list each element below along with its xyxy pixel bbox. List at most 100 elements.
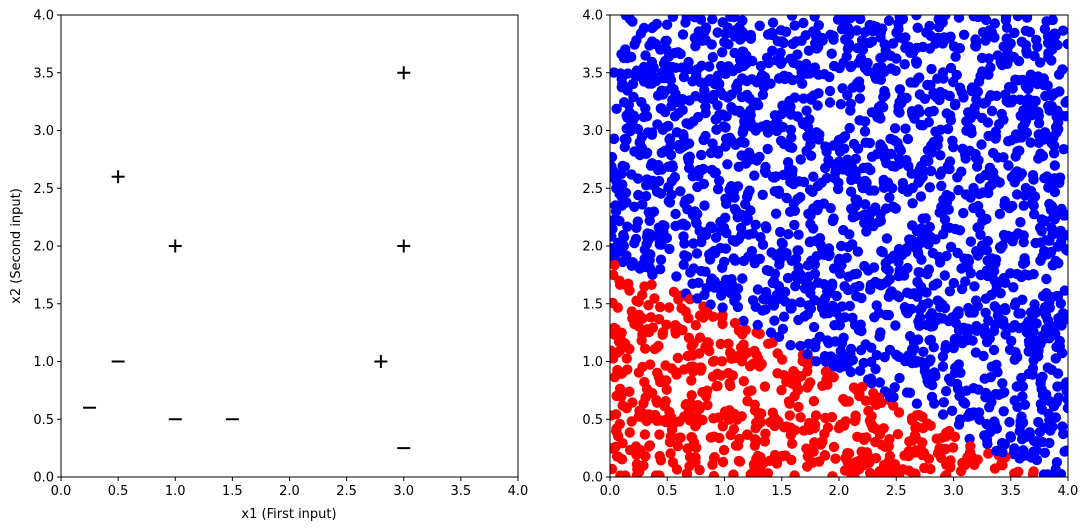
blue-point xyxy=(667,15,679,22)
blue-point xyxy=(767,277,778,289)
blue-point xyxy=(702,76,714,87)
blue-point xyxy=(958,396,969,408)
red-point xyxy=(661,384,672,395)
blue-point xyxy=(792,245,803,256)
blue-point xyxy=(823,337,834,349)
blue-point xyxy=(948,76,959,88)
red-point xyxy=(671,369,682,380)
blue-point xyxy=(878,102,889,113)
blue-point xyxy=(669,111,681,122)
blue-point xyxy=(844,229,855,240)
blue-point xyxy=(785,206,796,217)
blue-point xyxy=(700,101,711,113)
blue-point xyxy=(854,365,866,376)
blue-point xyxy=(1027,170,1039,181)
blue-point xyxy=(802,348,813,360)
y-tick-label: 1.5 xyxy=(33,297,54,312)
blue-point xyxy=(939,270,950,281)
y-tick-label: 2.5 xyxy=(33,182,54,197)
blue-point xyxy=(805,236,816,247)
blue-point xyxy=(613,246,624,258)
red-point xyxy=(645,312,657,323)
blue-point xyxy=(952,247,963,259)
red-point xyxy=(883,462,894,473)
blue-point xyxy=(769,268,781,280)
red-point xyxy=(828,441,840,453)
blue-point xyxy=(1012,15,1024,22)
blue-point xyxy=(887,38,899,49)
blue-point xyxy=(1015,217,1026,228)
blue-point xyxy=(997,378,1008,389)
blue-point xyxy=(941,222,952,233)
blue-point xyxy=(682,251,693,262)
blue-point xyxy=(935,169,946,180)
red-point xyxy=(665,448,676,459)
blue-point xyxy=(971,320,982,332)
blue-point xyxy=(808,321,820,333)
blue-point xyxy=(953,184,964,196)
blue-point xyxy=(800,30,811,41)
red-point xyxy=(808,395,820,407)
blue-point xyxy=(897,177,909,189)
blue-point xyxy=(620,187,632,198)
blue-point xyxy=(922,145,934,156)
blue-point xyxy=(1004,344,1016,355)
blue-point xyxy=(948,41,960,52)
blue-point xyxy=(926,63,937,75)
plus-marker xyxy=(168,239,182,253)
blue-point xyxy=(956,263,967,274)
blue-point xyxy=(840,34,851,45)
blue-point xyxy=(847,212,858,223)
blue-point xyxy=(986,179,998,190)
red-point xyxy=(637,361,648,373)
blue-point xyxy=(837,83,848,94)
blue-point xyxy=(668,83,679,95)
blue-point xyxy=(958,207,969,219)
blue-point xyxy=(693,277,704,288)
red-point xyxy=(803,379,814,391)
red-point xyxy=(694,348,705,359)
blue-point xyxy=(948,277,959,289)
y-tick-label: 0.0 xyxy=(33,471,54,486)
blue-point xyxy=(991,90,1002,102)
blue-point xyxy=(786,298,798,309)
y-tick-label: 3.5 xyxy=(33,66,54,81)
red-point xyxy=(917,437,928,448)
y-tick-label: 3.5 xyxy=(582,66,603,81)
blue-point xyxy=(1057,421,1068,432)
blue-point xyxy=(925,165,937,177)
blue-point xyxy=(806,255,817,266)
red-point xyxy=(769,449,781,461)
red-point xyxy=(702,337,714,348)
blue-point xyxy=(882,177,894,188)
blue-point xyxy=(901,387,913,398)
blue-point xyxy=(1057,25,1068,36)
blue-point xyxy=(805,219,816,230)
blue-point xyxy=(696,149,707,161)
blue-point xyxy=(1006,335,1017,347)
blue-point xyxy=(664,243,675,255)
blue-point xyxy=(680,17,691,28)
red-point xyxy=(728,469,739,477)
blue-point xyxy=(1053,124,1064,135)
blue-point xyxy=(1000,15,1012,26)
blue-point xyxy=(852,143,864,154)
red-point xyxy=(614,383,626,394)
red-point xyxy=(610,463,618,475)
red-point xyxy=(795,412,806,423)
blue-point xyxy=(866,219,877,231)
red-point xyxy=(652,367,663,378)
red-point xyxy=(810,410,822,421)
red-point xyxy=(654,429,665,440)
blue-point xyxy=(801,68,812,79)
red-point xyxy=(723,338,734,349)
blue-point xyxy=(1059,379,1068,391)
red-point xyxy=(613,451,624,463)
blue-point xyxy=(966,83,978,94)
blue-point xyxy=(738,46,749,57)
blue-point xyxy=(1061,230,1068,241)
x-tick-label: 1.5 xyxy=(771,484,792,499)
blue-point xyxy=(660,35,671,47)
red-point xyxy=(640,413,651,424)
blue-point xyxy=(819,351,831,362)
